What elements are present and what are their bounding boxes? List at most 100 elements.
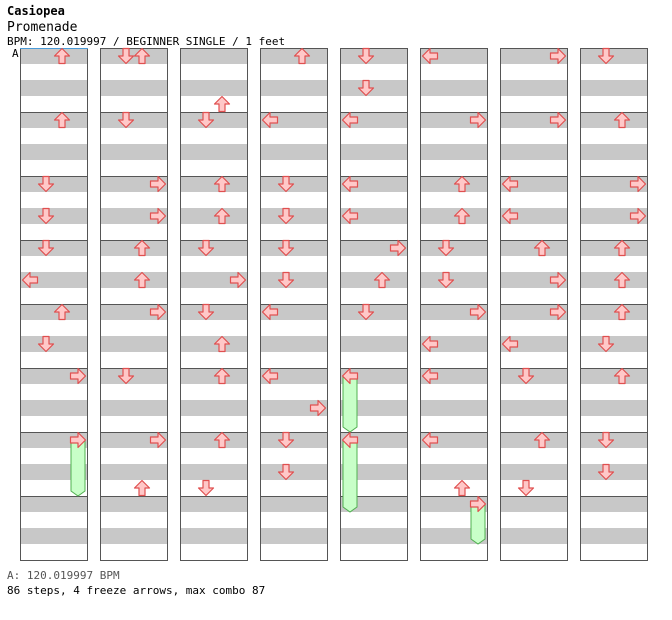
arrow-shape <box>549 271 567 289</box>
measure <box>180 176 248 240</box>
arrow-shape <box>437 239 455 257</box>
left-arrow-icon <box>341 431 359 449</box>
arrow-shape <box>69 367 87 385</box>
beat-band <box>20 368 88 384</box>
measure <box>500 432 568 496</box>
down-arrow-icon <box>37 335 55 353</box>
arrow-shape <box>261 367 279 385</box>
beat-band <box>420 336 488 352</box>
arrow-shape <box>133 271 151 289</box>
right-arrow-icon <box>549 47 567 65</box>
down-arrow-icon <box>357 303 375 321</box>
beat-band <box>260 400 328 416</box>
arrow-shape <box>197 303 215 321</box>
left-arrow-icon <box>341 207 359 225</box>
right-arrow-icon <box>549 271 567 289</box>
measure <box>180 240 248 304</box>
arrow-shape <box>469 303 487 321</box>
freeze-arrow-body <box>342 439 358 513</box>
right-arrow-icon <box>629 207 647 225</box>
arrow-shape <box>53 47 71 65</box>
right-arrow-icon <box>469 111 487 129</box>
right-arrow-icon <box>469 303 487 321</box>
up-arrow-icon <box>453 207 471 225</box>
arrow-shape <box>213 207 231 225</box>
up-arrow-icon <box>213 431 231 449</box>
chart-column <box>340 48 408 561</box>
beat-band <box>20 144 88 160</box>
beat-band <box>340 208 408 224</box>
down-arrow-icon <box>117 367 135 385</box>
arrow-shape <box>341 111 359 129</box>
measure <box>500 304 568 368</box>
column-border <box>260 48 328 561</box>
beat-band <box>500 336 568 352</box>
column-border <box>100 48 168 561</box>
beat-band <box>420 112 488 128</box>
down-arrow-icon <box>197 111 215 129</box>
arrow-shape <box>21 271 39 289</box>
beat-band <box>180 464 248 480</box>
right-arrow-icon <box>469 495 487 513</box>
measure <box>180 112 248 176</box>
arrow-shape <box>133 239 151 257</box>
left-arrow-icon <box>261 367 279 385</box>
beat-band <box>420 304 488 320</box>
down-arrow-icon <box>277 463 295 481</box>
chart-column <box>580 48 648 561</box>
arrow-shape <box>117 367 135 385</box>
arrow-shape <box>373 271 391 289</box>
beat-band <box>340 112 408 128</box>
measure <box>340 240 408 304</box>
arrow-shape <box>341 431 359 449</box>
right-arrow-icon <box>549 303 567 321</box>
measure <box>580 432 648 496</box>
measure <box>340 176 408 240</box>
arrow-shape <box>517 367 535 385</box>
bpm-marker-label: A <box>12 47 19 60</box>
beat-band <box>500 176 568 192</box>
beat-band <box>100 208 168 224</box>
measure <box>100 496 168 560</box>
beat-band <box>20 496 88 512</box>
arrow-shape <box>149 431 167 449</box>
arrow-shape <box>197 239 215 257</box>
beat-band <box>420 80 488 96</box>
arrow-shape <box>453 479 471 497</box>
arrow-shape <box>421 47 439 65</box>
down-arrow-icon <box>197 303 215 321</box>
measure <box>260 304 328 368</box>
arrow-shape <box>69 431 87 449</box>
beat-band <box>340 336 408 352</box>
beat-band <box>260 528 328 544</box>
right-arrow-icon <box>229 271 247 289</box>
measure <box>580 368 648 432</box>
down-arrow-icon <box>37 239 55 257</box>
arrow-shape <box>213 95 231 113</box>
down-arrow-icon <box>117 111 135 129</box>
measure <box>180 368 248 432</box>
beat-band <box>260 496 328 512</box>
arrow-shape <box>357 47 375 65</box>
up-arrow-icon <box>213 207 231 225</box>
arrow-shape <box>197 111 215 129</box>
beat-band <box>500 528 568 544</box>
left-arrow-icon <box>421 431 439 449</box>
step-stats: 86 steps, 4 freeze arrows, max combo 87 <box>7 584 266 597</box>
arrow-shape <box>357 303 375 321</box>
arrow-shape <box>197 479 215 497</box>
column-border <box>340 48 408 561</box>
up-arrow-icon <box>613 367 631 385</box>
arrow-shape <box>277 175 295 193</box>
right-arrow-icon <box>149 431 167 449</box>
beat-band <box>500 80 568 96</box>
beat-band <box>580 176 648 192</box>
down-arrow-icon <box>277 175 295 193</box>
down-arrow-icon <box>597 431 615 449</box>
arrow-shape <box>597 47 615 65</box>
measure <box>100 304 168 368</box>
down-arrow-icon <box>517 479 535 497</box>
beat-band <box>420 144 488 160</box>
beat-band <box>100 432 168 448</box>
